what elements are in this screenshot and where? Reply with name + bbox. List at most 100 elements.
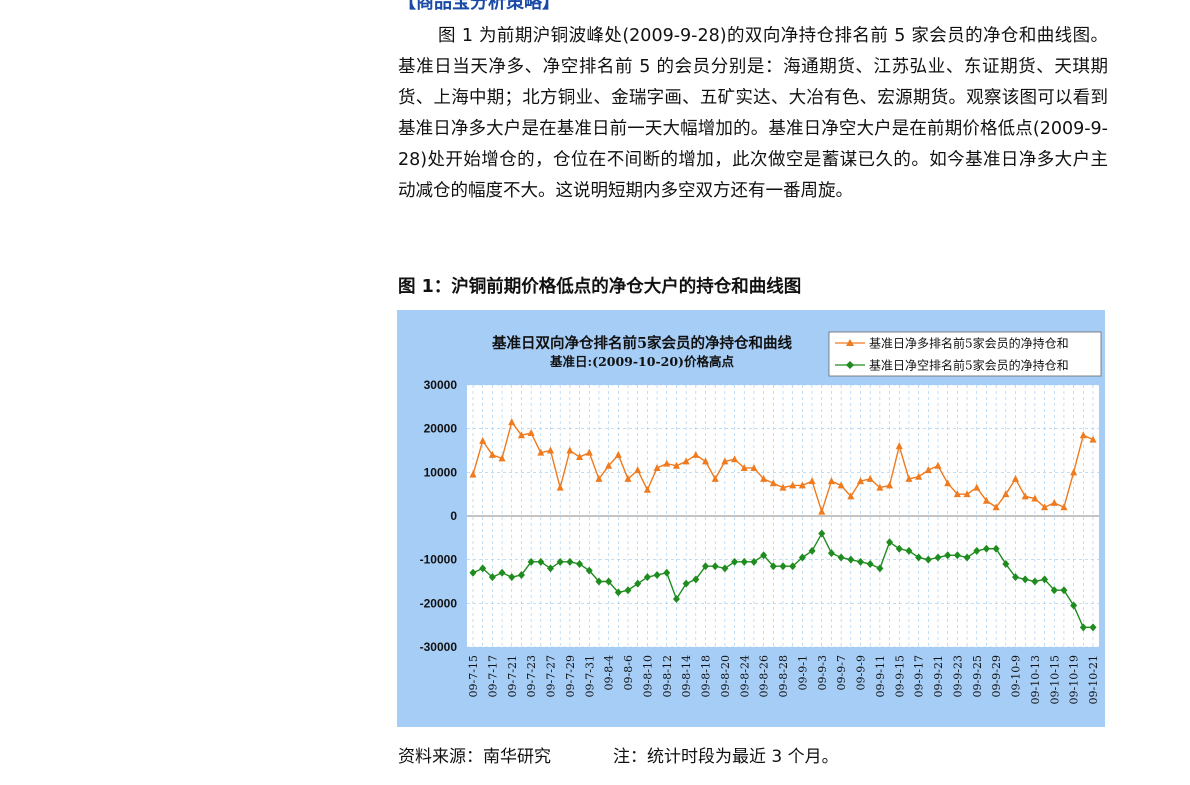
data-point-diamond <box>953 551 961 560</box>
data-point-diamond <box>634 579 642 588</box>
x-tick-label: 09-10-19 <box>1068 655 1081 704</box>
x-tick-label: 09-7-23 <box>525 655 538 697</box>
data-point-diamond <box>798 553 806 562</box>
figure-title: 图 1：沪铜前期价格低点的净仓大户的持仓和曲线图 <box>398 277 802 297</box>
grid-lines <box>467 384 1099 648</box>
data-point-triangle <box>847 492 855 500</box>
y-tick-label: 10000 <box>424 465 458 479</box>
data-point-triangle <box>779 483 787 491</box>
x-tick-label: 09-10-9 <box>1010 655 1023 697</box>
data-point-diamond <box>1050 586 1058 595</box>
x-tick-label: 09-8-20 <box>719 655 732 697</box>
data-point-triangle <box>547 446 554 454</box>
data-point-diamond <box>779 562 787 571</box>
y-tick-label: -30000 <box>420 640 458 654</box>
data-point-triangle <box>1089 435 1097 443</box>
data-point-triangle <box>992 503 1000 511</box>
data-point-diamond <box>866 560 874 569</box>
data-point-triangle <box>479 436 487 444</box>
data-point-diamond <box>789 562 797 571</box>
data-point-triangle <box>1021 492 1029 500</box>
data-point-triangle <box>866 474 874 482</box>
data-point-diamond <box>605 577 613 586</box>
x-tick-label: 09-9-9 <box>855 655 868 690</box>
data-point-diamond <box>857 557 864 566</box>
data-point-diamond <box>711 562 719 571</box>
data-point-triangle <box>1041 503 1049 511</box>
data-point-triangle <box>556 483 564 491</box>
data-point-diamond <box>1002 560 1010 569</box>
data-point-diamond <box>624 586 632 595</box>
analysis-paragraph: 图 1 为前期沪铜波峰处(2009-9-28)的双向净持仓排名前 5 家会员的净… <box>398 26 1108 201</box>
x-tick-label: 09-7-27 <box>545 655 558 697</box>
data-point-triangle <box>837 481 845 489</box>
data-point-diamond <box>469 568 477 577</box>
data-point-diamond <box>498 568 506 577</box>
data-point-triangle <box>886 481 894 489</box>
x-tick-label: 09-10-15 <box>1048 655 1061 704</box>
data-point-diamond <box>702 562 709 571</box>
data-point-triangle <box>1050 498 1058 506</box>
legend-label-short: 基准日净空排名前5家会员的净持仓和 <box>869 358 1069 373</box>
data-point-diamond <box>488 573 496 582</box>
data-point-diamond <box>508 573 516 582</box>
data-point-diamond <box>1021 575 1029 584</box>
data-point-diamond <box>527 557 535 566</box>
y-tick-label: -10000 <box>420 553 458 567</box>
data-point-triangle <box>469 470 477 478</box>
data-point-triangle <box>498 454 506 462</box>
x-tick-label: 09-9-7 <box>835 655 848 690</box>
data-point-triangle <box>517 431 525 439</box>
data-point-triangle <box>982 496 990 504</box>
x-tick-label: 09-9-1 <box>796 655 809 690</box>
data-point-triangle <box>1002 490 1010 498</box>
x-tick-label: 09-9-21 <box>932 655 945 697</box>
data-point-diamond <box>1012 573 1019 582</box>
data-point-triangle <box>1012 474 1019 482</box>
data-point-diamond <box>818 529 826 538</box>
chart-title: 基准日双向净仓排名前5家会员的净持仓和曲线 <box>491 334 793 352</box>
data-point-triangle <box>711 474 719 482</box>
data-point-triangle <box>508 418 516 426</box>
data-point-diamond <box>808 546 816 555</box>
x-tick-label: 09-9-3 <box>816 655 829 690</box>
data-point-diamond <box>1041 575 1049 584</box>
data-point-triangle <box>488 450 496 458</box>
data-point-diamond <box>934 553 942 562</box>
data-point-triangle <box>643 485 651 493</box>
data-point-triangle <box>905 474 913 482</box>
data-point-triangle <box>827 477 835 485</box>
data-point-triangle <box>1070 468 1078 476</box>
data-point-diamond <box>682 579 690 588</box>
data-point-triangle <box>702 457 709 465</box>
data-point-diamond <box>944 551 952 560</box>
x-tick-label: 09-7-31 <box>583 655 596 697</box>
source-note: 资料来源：南华研究 <box>398 747 551 767</box>
data-point-triangle <box>527 429 535 437</box>
y-tick-label: 0 <box>450 509 457 523</box>
data-point-triangle <box>605 461 613 469</box>
data-point-diamond <box>982 544 990 553</box>
data-point-diamond <box>672 594 680 603</box>
data-point-triangle <box>672 461 680 469</box>
data-point-diamond <box>576 560 584 569</box>
data-point-triangle <box>566 446 574 454</box>
data-point-diamond <box>663 568 671 577</box>
x-tick-label: 09-8-10 <box>641 655 654 697</box>
data-point-triangle <box>924 466 932 474</box>
chart-subtitle: 基准日:(2009-10-20)价格高点 <box>549 354 734 369</box>
data-point-triangle <box>682 457 690 465</box>
data-point-diamond <box>750 557 758 566</box>
data-point-diamond <box>585 566 593 575</box>
x-tick-label: 09-8-24 <box>738 655 751 697</box>
data-point-diamond <box>769 562 777 571</box>
data-point-diamond <box>537 557 545 566</box>
data-point-triangle <box>653 463 661 471</box>
data-point-diamond <box>847 555 855 564</box>
data-point-diamond <box>886 538 894 547</box>
data-point-diamond <box>595 577 603 586</box>
legend-diamond-marker <box>846 361 854 369</box>
x-tick-label: 09-7-15 <box>467 655 480 697</box>
data-point-triangle <box>692 450 700 458</box>
y-tick-label: -20000 <box>420 596 458 610</box>
